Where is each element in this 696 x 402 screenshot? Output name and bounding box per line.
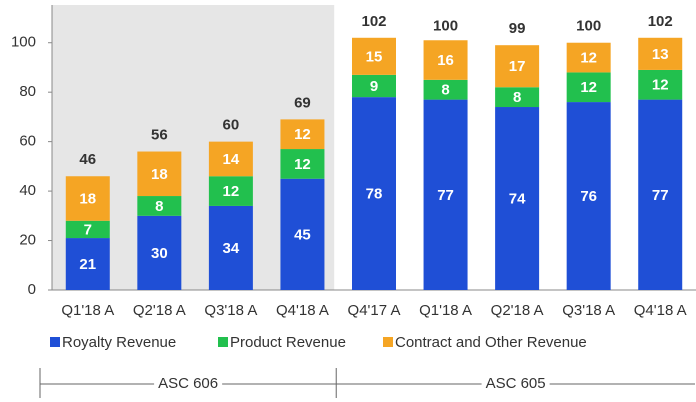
bar-segment <box>638 99 683 290</box>
x-tick-label: Q1'18 A <box>61 302 114 319</box>
x-tick-label: Q1'18 A <box>419 302 472 319</box>
bar-segment <box>280 178 325 290</box>
data-label: 34 <box>223 240 240 257</box>
legend-label: Contract and Other Revenue <box>395 334 587 351</box>
bar-segment <box>208 176 253 206</box>
data-label: 15 <box>366 48 383 65</box>
y-tick-label: 40 <box>19 182 36 199</box>
data-label: 76 <box>580 188 597 205</box>
data-label: 12 <box>223 183 240 200</box>
total-label: 60 <box>223 117 240 134</box>
bar-segment <box>65 220 110 239</box>
total-label: 69 <box>294 94 311 111</box>
x-tick-label: Q2'18 A <box>491 302 544 319</box>
total-label: 102 <box>648 13 673 30</box>
bar-segment <box>65 238 110 290</box>
group-label: ASC 606 <box>158 375 218 392</box>
y-tick-label: 20 <box>19 232 36 249</box>
total-label: 56 <box>151 126 168 143</box>
total-label: 46 <box>79 151 96 168</box>
bar-segment <box>137 215 182 290</box>
bar-segment <box>495 107 540 290</box>
bar-segment <box>280 149 325 179</box>
legend-label: Royalty Revenue <box>62 334 176 351</box>
data-label: 30 <box>151 245 168 262</box>
bar-segment <box>137 151 182 197</box>
data-label: 9 <box>370 78 378 95</box>
data-label: 16 <box>437 52 454 69</box>
x-tick-label: Q4'18 A <box>276 302 329 319</box>
bar-segment <box>423 40 468 80</box>
bar-segment <box>280 119 325 150</box>
bar-segment <box>495 45 540 88</box>
y-tick-label: 60 <box>19 133 36 150</box>
total-label: 100 <box>433 18 458 35</box>
data-label: 12 <box>652 77 669 94</box>
y-tick-label: 100 <box>11 34 36 51</box>
data-label: 17 <box>509 58 526 75</box>
bar-segment <box>566 42 611 73</box>
x-tick-label: Q4'18 A <box>634 302 687 319</box>
bar-segment <box>495 87 540 108</box>
data-label: 18 <box>79 190 96 207</box>
bar-segment <box>566 102 611 290</box>
legend-label: Product Revenue <box>230 334 346 351</box>
x-tick-label: Q3'18 A <box>204 302 257 319</box>
data-label: 78 <box>366 186 383 203</box>
data-label: 18 <box>151 166 168 183</box>
data-label: 14 <box>223 151 240 168</box>
data-label: 74 <box>509 190 526 207</box>
data-label: 77 <box>437 187 454 204</box>
bar-segment <box>638 37 683 70</box>
total-label: 100 <box>576 18 601 35</box>
data-label: 8 <box>441 82 449 99</box>
bar-segment <box>352 74 396 98</box>
data-label: 8 <box>155 198 163 215</box>
data-label: 8 <box>513 89 521 106</box>
bar-segment <box>137 196 182 216</box>
bar-segment <box>638 69 683 100</box>
data-label: 12 <box>294 126 311 143</box>
bar-segment <box>208 205 253 290</box>
bar-segment <box>65 176 110 221</box>
data-label: 21 <box>79 256 96 273</box>
total-label: 99 <box>509 20 526 37</box>
legend-swatch <box>218 337 228 347</box>
data-label: 77 <box>652 187 669 204</box>
data-label: 12 <box>580 50 597 67</box>
data-label: 45 <box>294 226 311 243</box>
x-tick-label: Q4'17 A <box>348 302 401 319</box>
legend-swatch <box>50 337 60 347</box>
bar-segment <box>423 99 468 290</box>
bar-segment <box>208 141 253 177</box>
data-label: 7 <box>84 221 92 238</box>
group-label: ASC 605 <box>486 375 546 392</box>
y-tick-label: 0 <box>28 281 36 298</box>
total-label: 102 <box>361 13 386 30</box>
x-tick-label: Q2'18 A <box>133 302 186 319</box>
bar-segment <box>423 79 468 100</box>
data-label: 12 <box>580 79 597 96</box>
bar-segment <box>352 37 396 75</box>
x-tick-label: Q3'18 A <box>562 302 615 319</box>
bar-segment <box>566 72 611 103</box>
legend-swatch <box>383 337 393 347</box>
bar-segment <box>352 97 396 290</box>
y-tick-label: 80 <box>19 83 36 100</box>
data-label: 13 <box>652 46 669 63</box>
data-label: 12 <box>294 156 311 173</box>
